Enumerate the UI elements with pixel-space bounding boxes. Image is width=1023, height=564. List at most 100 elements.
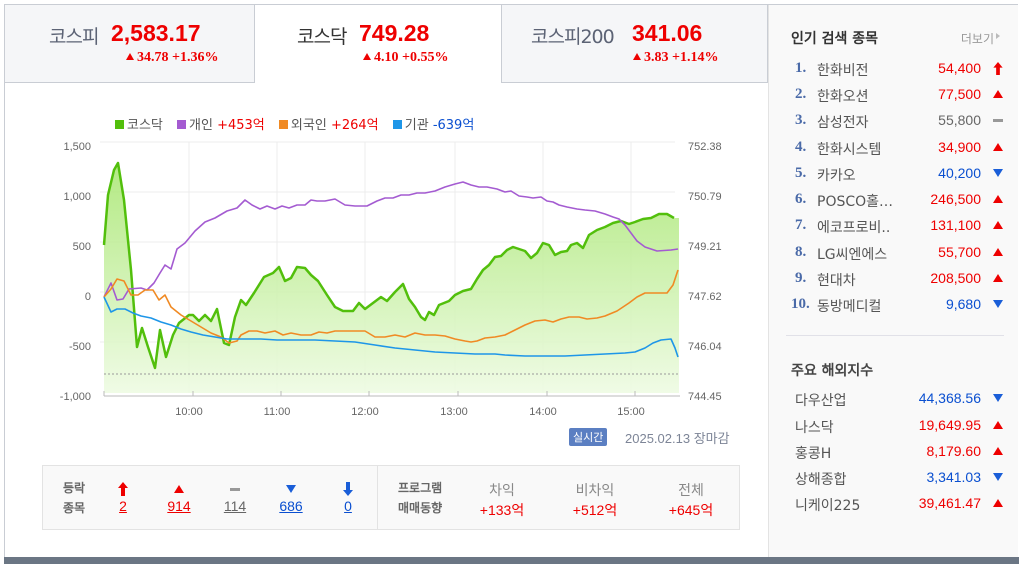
y-left-tick: -500 (68, 341, 91, 353)
intl-index-item[interactable]: 상해종합 3,341.03 (791, 467, 1005, 489)
up-triangle-icon (363, 53, 371, 60)
x-tick: 10:00 (175, 406, 203, 418)
up-triangle-icon (993, 447, 1003, 455)
y-left-tick: 0 (84, 291, 91, 303)
intl-index-name[interactable]: 나스닥 (795, 420, 834, 436)
updown-flat[interactable]: 114 (210, 480, 260, 514)
upper-limit-arrow-icon (991, 60, 1005, 76)
chevron-right-icon (996, 33, 1000, 39)
intl-index-name[interactable]: 홍콩H (795, 446, 832, 462)
updown-count[interactable]: 2 (119, 498, 127, 514)
popular-item[interactable]: 6. POSCO홀… 246,500 (791, 189, 1005, 211)
realtime-badge[interactable]: 실시간 (569, 428, 608, 446)
program-total: 전체 +645억 (668, 483, 714, 518)
intl-index-name[interactable]: 다우산업 (795, 393, 847, 409)
legend-individual: 개인 +453억 (177, 118, 265, 133)
popular-item[interactable]: 3. 삼성전자 55,800 (791, 110, 1005, 132)
updown-down[interactable]: 686 (266, 480, 316, 514)
stock-name[interactable]: 삼성전자 (817, 115, 869, 131)
y-right-tick: 752.38 (688, 141, 722, 153)
intl-index-value: 44,368.56 (918, 390, 981, 406)
up-triangle-icon (993, 221, 1003, 229)
chart-legend: 코스닥 개인 +453억 외국인 +264억 기관 -639억 (115, 114, 484, 133)
tab-kospi200[interactable]: 코스피200 341.06 3.83 +1.14% (502, 5, 768, 83)
program-arbitrage: 차익 +133억 (479, 483, 525, 518)
updown-upper-limit[interactable]: 2 (98, 480, 148, 514)
y-right-tick: 749.21 (688, 241, 722, 253)
stock-name[interactable]: 한화시스템 (817, 142, 882, 158)
updown-label: 등락 종목 (63, 481, 86, 515)
stock-name[interactable]: 현대차 (817, 273, 856, 289)
popular-item[interactable]: 8. LG씨엔에스 55,700 (791, 242, 1005, 264)
stock-name[interactable]: 카카오 (817, 168, 856, 184)
down-triangle-icon (993, 473, 1003, 481)
updown-lower-limit[interactable]: 0 (323, 480, 373, 514)
intl-index-item[interactable]: 홍콩H 8,179.60 (791, 441, 1005, 463)
intl-index-name[interactable]: 상해종합 (795, 472, 847, 488)
stock-price: 54,400 (938, 60, 981, 76)
popular-item[interactable]: 1. 한화비전 54,400 (791, 58, 1005, 80)
index-tabs: 코스피 2,583.17 34.78 +1.36% 코스닥 749.28 4.1… (5, 5, 768, 83)
legend-swatch-icon (392, 120, 402, 129)
intl-index-item[interactable]: 니케이225 39,461.47 (791, 493, 1005, 515)
updown-count[interactable]: 914 (167, 498, 191, 514)
y-left-tick: 500 (72, 241, 91, 253)
popular-title: 인기 검색 종목 (791, 31, 879, 47)
up-triangle-icon (174, 485, 184, 493)
stock-name[interactable]: POSCO홀… (817, 194, 894, 210)
stock-name[interactable]: 동방메디컬 (817, 299, 882, 315)
down-triangle-icon (993, 169, 1003, 177)
market-index-widget: 코스피 2,583.17 34.78 +1.36% 코스닥 749.28 4.1… (4, 4, 1018, 560)
updown-up[interactable]: 914 (154, 480, 204, 514)
y-left-tick: 1,000 (63, 191, 91, 203)
stock-name[interactable]: 한화비전 (817, 63, 869, 79)
x-tick: 13:00 (440, 406, 468, 418)
y-right-tick: 750.79 (688, 191, 722, 203)
popular-item[interactable]: 7. 에코프로비.. 131,100 (791, 215, 1005, 237)
tab-kospi[interactable]: 코스피 2,583.17 34.78 +1.36% (5, 5, 255, 83)
stock-price: 77,500 (938, 86, 981, 102)
popular-item[interactable]: 2. 한화오션 77,500 (791, 84, 1005, 106)
updown-count[interactable]: 0 (344, 498, 352, 514)
stock-price: 208,500 (930, 270, 981, 286)
updown-count[interactable]: 686 (279, 498, 303, 514)
stock-name[interactable]: 한화오션 (817, 89, 869, 105)
sidebar-divider (786, 335, 1004, 336)
y-right-tick: 747.62 (688, 291, 722, 303)
popular-item[interactable]: 9. 현대차 208,500 (791, 268, 1005, 290)
popular-item[interactable]: 10. 동방메디컬 9,680 (791, 294, 1005, 316)
intl-index-name[interactable]: 니케이225 (795, 498, 861, 514)
more-link[interactable]: 더보기 (961, 30, 1000, 47)
legend-kosdaq: 코스닥 (115, 118, 163, 133)
intl-index-value: 39,461.47 (918, 495, 981, 511)
legend-swatch-icon (115, 120, 124, 129)
down-triangle-icon (993, 394, 1003, 402)
tab-kosdaq[interactable]: 코스닥 749.28 4.10 +0.55% (255, 5, 502, 83)
legend-foreign: 외국인 +264억 (278, 118, 379, 133)
popular-item[interactable]: 4. 한화시스템 34,900 (791, 137, 1005, 159)
stats-divider (377, 466, 378, 529)
tab-value: 341.06 (632, 20, 703, 46)
intl-index-value: 8,179.60 (926, 443, 982, 459)
stock-price: 40,200 (938, 165, 981, 181)
updown-count[interactable]: 114 (223, 498, 247, 514)
stock-name[interactable]: 에코프로비.. (817, 220, 891, 236)
legend-swatch-icon (177, 120, 187, 129)
intl-index-value: 19,649.95 (918, 417, 981, 433)
intl-title: 주요 해외지수 (791, 363, 874, 379)
intl-index-item[interactable]: 다우산업 44,368.56 (791, 388, 1005, 410)
x-tick: 14:00 (529, 406, 557, 418)
program-label: 프로그램 매매동향 (398, 481, 443, 515)
y-left-tick: 1,500 (63, 141, 91, 153)
down-triangle-icon (993, 300, 1003, 308)
intl-index-item[interactable]: 나스닥 19,649.95 (791, 415, 1005, 437)
popular-item[interactable]: 5. 카카오 40,200 (791, 163, 1005, 185)
up-triangle-icon (633, 53, 641, 60)
stock-name[interactable]: LG씨엔에스 (817, 247, 888, 263)
tab-name: 코스닥 (297, 26, 347, 48)
tab-name: 코스피200 (531, 26, 615, 48)
x-tick: 15:00 (617, 406, 645, 418)
market-date: 2025.02.13 장마감 (625, 431, 730, 447)
stock-price: 34,900 (938, 139, 981, 155)
up-triangle-icon (993, 195, 1003, 203)
